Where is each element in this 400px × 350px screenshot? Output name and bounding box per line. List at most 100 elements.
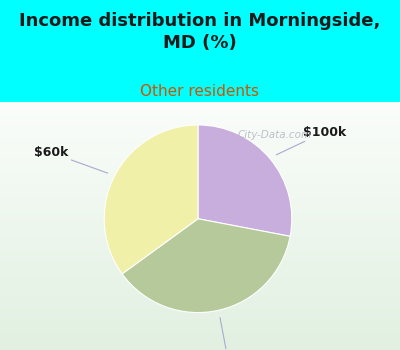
Bar [0, 103, 400, 105]
Bar [0, 274, 400, 275]
Bar [0, 254, 400, 256]
Bar [0, 201, 400, 203]
Bar [0, 264, 400, 266]
Bar [0, 117, 400, 118]
Bar [0, 272, 400, 274]
Bar [0, 302, 400, 303]
Bar [0, 173, 400, 174]
Bar [0, 325, 400, 327]
Bar [0, 299, 400, 300]
Bar [0, 198, 400, 199]
Bar [0, 146, 400, 148]
Bar [0, 216, 400, 217]
Bar [0, 224, 400, 226]
Bar [0, 123, 400, 125]
Text: City-Data.com: City-Data.com [238, 130, 312, 140]
Bar [0, 203, 400, 204]
Bar [0, 138, 400, 140]
Bar [0, 219, 400, 221]
Bar [0, 292, 400, 294]
Bar [0, 229, 400, 231]
Bar [0, 332, 400, 334]
Bar [0, 342, 400, 343]
Bar [0, 231, 400, 232]
Bar [0, 236, 400, 237]
Bar [0, 334, 400, 335]
Bar [0, 226, 400, 228]
Bar [0, 247, 400, 249]
Bar [0, 322, 400, 323]
Bar [0, 131, 400, 133]
Bar [0, 257, 400, 259]
Bar [0, 284, 400, 285]
Bar [0, 345, 400, 347]
Wedge shape [198, 125, 292, 236]
Bar [0, 234, 400, 236]
Bar [0, 126, 400, 128]
Bar [0, 309, 400, 310]
Bar [0, 271, 400, 272]
Bar [0, 143, 400, 145]
Bar [0, 183, 400, 184]
Bar [0, 241, 400, 242]
Bar [0, 111, 400, 113]
Bar [0, 135, 400, 136]
Bar [0, 212, 400, 214]
Bar [0, 269, 400, 271]
Bar [0, 196, 400, 198]
Bar [0, 121, 400, 123]
Bar [0, 174, 400, 176]
Bar [0, 214, 400, 216]
Bar [0, 320, 400, 322]
Bar [0, 136, 400, 138]
Bar [0, 246, 400, 247]
Bar [0, 118, 400, 120]
Bar [0, 267, 400, 269]
Bar [0, 297, 400, 299]
Bar [0, 287, 400, 289]
Bar [0, 186, 400, 188]
Bar [0, 294, 400, 295]
Bar [0, 199, 400, 201]
Bar [0, 208, 400, 209]
Bar [0, 266, 400, 267]
Bar [0, 153, 400, 154]
Bar [0, 340, 400, 342]
Text: $60k: $60k [34, 146, 108, 173]
Bar [0, 312, 400, 314]
Bar [0, 330, 400, 332]
Text: $100k: $100k [276, 126, 346, 155]
Bar [0, 318, 400, 320]
Bar [0, 106, 400, 108]
Bar [0, 125, 400, 126]
Bar [0, 102, 400, 103]
Bar [0, 275, 400, 277]
Bar [0, 256, 400, 257]
Bar [0, 154, 400, 156]
Bar [0, 141, 400, 143]
Bar [0, 223, 400, 224]
Bar [0, 282, 400, 284]
Bar [0, 262, 400, 264]
Text: $10k: $10k [210, 317, 245, 350]
Bar [0, 232, 400, 234]
Bar [0, 317, 400, 318]
Bar [0, 249, 400, 251]
Bar [0, 148, 400, 149]
Bar [0, 328, 400, 330]
Bar [0, 191, 400, 193]
Bar [0, 337, 400, 338]
Bar [0, 171, 400, 173]
Bar [0, 188, 400, 189]
Bar [0, 189, 400, 191]
Bar [0, 347, 400, 348]
Bar [0, 164, 400, 166]
Bar [0, 314, 400, 315]
Bar [0, 130, 400, 131]
Text: Other residents: Other residents [140, 84, 260, 99]
Bar [0, 169, 400, 171]
Bar [0, 161, 400, 163]
Bar [0, 338, 400, 340]
Bar [0, 193, 400, 194]
Bar [0, 239, 400, 241]
